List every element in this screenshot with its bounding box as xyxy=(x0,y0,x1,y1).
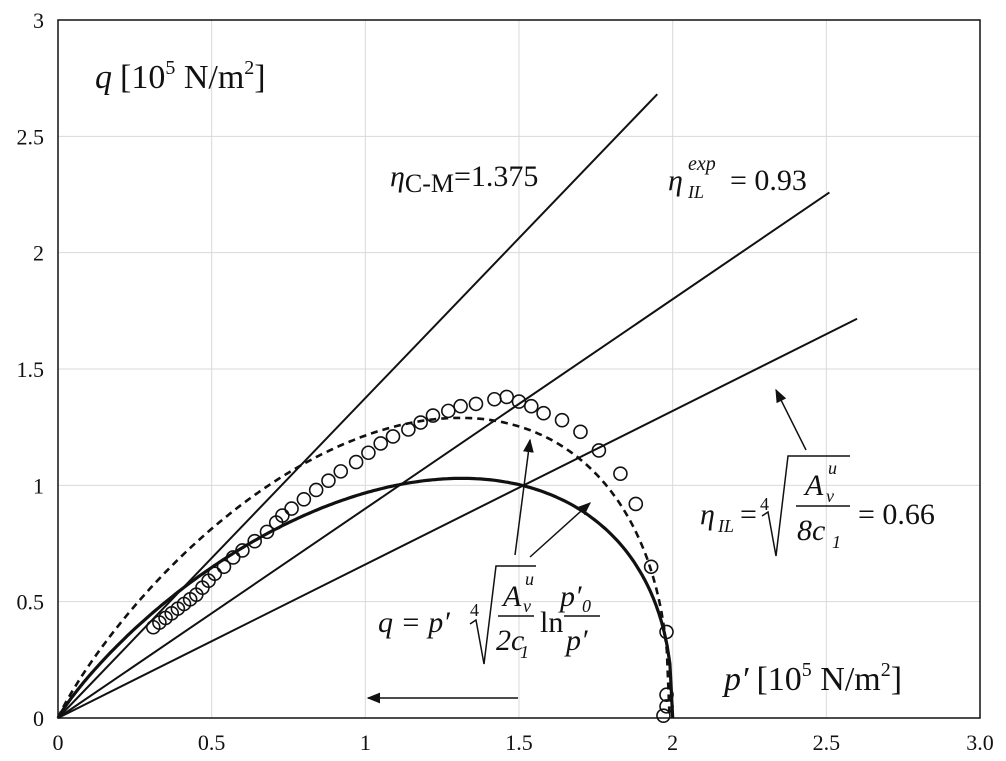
experimental-point xyxy=(659,624,674,640)
eta-il-frac-num-sup: u xyxy=(828,458,837,478)
y-tick-label: 0 xyxy=(33,706,44,731)
eta-il-frac-den-sub: 1 xyxy=(832,532,841,552)
formula-root-index: 4 xyxy=(470,600,479,620)
experimental-point xyxy=(225,550,241,565)
eta-il-exp-value: = 0.93 xyxy=(730,164,807,197)
experimental-point xyxy=(441,403,456,419)
tick-labels: 0 0.5 1 1.5 2 2.5 3.0 0 0.5 1 1.5 2 2.5 3 xyxy=(17,8,994,755)
experimental-point xyxy=(385,429,401,444)
experimental-point xyxy=(499,389,515,405)
x-tick-label: 1 xyxy=(360,730,371,755)
experimental-point xyxy=(296,491,312,507)
eta-il-symbol: η xyxy=(700,498,715,531)
eta-il-exp-label: η exp IL = 0.93 xyxy=(668,153,807,202)
eta-il-exp-sub: IL xyxy=(687,182,704,202)
eta-il-exp-symbol: η xyxy=(668,164,683,197)
experimental-point xyxy=(308,482,324,498)
experimental-point xyxy=(401,422,416,437)
experimental-point xyxy=(284,501,299,516)
x-tick-label: 0 xyxy=(53,730,64,755)
x-axis-label: p′ [105 N/m2] xyxy=(722,659,902,698)
formula-num-sup: u xyxy=(525,569,534,589)
experimental-point xyxy=(536,405,551,421)
y-tick-label: 2 xyxy=(33,241,44,266)
formula-frac-num-sub: 0 xyxy=(582,596,591,616)
y-tick-label: 0.5 xyxy=(17,590,45,615)
eta-il-value: = 0.66 xyxy=(858,498,935,531)
experimental-point xyxy=(333,464,349,479)
plot-frame xyxy=(57,19,981,719)
experimental-point xyxy=(453,398,468,414)
solid-model-curve xyxy=(56,476,675,719)
eta-il-equals: = xyxy=(740,498,757,531)
arrow-to-eta-il-line xyxy=(775,388,807,451)
formula-lhs: q = p′ xyxy=(378,606,450,639)
eta-cm-label: ηC-M=1.375 xyxy=(390,160,538,198)
x-tick-label: 1.5 xyxy=(505,730,533,755)
experimental-point xyxy=(613,466,628,482)
experimental-point xyxy=(361,445,376,461)
experimental-point xyxy=(659,687,674,703)
y-axis-label: q [105 N/m2] xyxy=(95,57,266,96)
formula-radical-sign xyxy=(469,565,536,665)
y-tick-label: 1.5 xyxy=(17,357,45,382)
formula-frac-num: p′ xyxy=(558,580,582,613)
x-tick-label: 0.5 xyxy=(198,730,226,755)
formula-den: 2c xyxy=(496,624,524,657)
experimental-point xyxy=(259,524,275,540)
experimental-point xyxy=(235,543,250,558)
eta-cm-line xyxy=(57,93,659,719)
dashed-model-curve xyxy=(56,416,671,719)
experimental-point xyxy=(425,408,441,423)
eta-il-exp-line xyxy=(57,191,830,719)
experimental-point xyxy=(207,566,223,582)
y-tick-label: 1 xyxy=(33,473,44,498)
experimental-point xyxy=(348,454,364,470)
experimental-point xyxy=(643,559,659,575)
plot-lines xyxy=(56,93,858,719)
eta-il-radical-sign xyxy=(761,455,850,557)
experimental-point xyxy=(573,424,588,440)
experimental-point xyxy=(321,473,336,488)
formula-num-sub: v xyxy=(523,596,531,616)
formula-den-sub: 1 xyxy=(520,642,529,662)
experimental-point xyxy=(487,391,502,407)
y-tick-label: 2.5 xyxy=(17,124,45,149)
experimental-points xyxy=(145,389,674,723)
eta-il-exp-sup: exp xyxy=(688,153,716,175)
q-formula: q = p′ 4 A u v 2c 1 ln p′ 0 p′ xyxy=(378,565,600,665)
experimental-point xyxy=(275,508,290,523)
formula-num: A xyxy=(501,580,522,613)
experimental-point xyxy=(413,415,428,430)
experimental-point xyxy=(523,398,539,414)
eta-il-root-index: 4 xyxy=(760,494,769,514)
arrow-to-solid-curve xyxy=(529,502,592,558)
arrow-to-dashed-curve xyxy=(514,438,534,556)
eta-il-frac-num: A xyxy=(803,469,824,502)
experimental-point xyxy=(468,396,484,412)
experimental-point xyxy=(554,412,570,428)
eta-il-line xyxy=(57,317,858,719)
formula-frac-den: p′ xyxy=(564,624,588,657)
experimental-point xyxy=(591,443,607,458)
experimental-point xyxy=(511,394,527,409)
grid xyxy=(58,20,980,718)
experimental-point xyxy=(628,496,644,512)
eta-il-frac-num-sub: v xyxy=(826,486,834,506)
x-tick-label: 3.0 xyxy=(966,730,994,755)
x-tick-label: 2 xyxy=(667,730,678,755)
experimental-point xyxy=(247,533,262,549)
experimental-point xyxy=(373,436,389,451)
eta-il-label: η IL = 4 A u v 8c 1 = 0.66 xyxy=(700,455,935,557)
eta-il-frac-den: 8c xyxy=(797,514,825,547)
eta-il-sub: IL xyxy=(717,516,734,536)
x-tick-label: 2.5 xyxy=(813,730,841,755)
experimental-point xyxy=(659,699,674,714)
experimental-point xyxy=(656,708,671,723)
experimental-point xyxy=(216,559,232,575)
formula-ln: ln xyxy=(540,606,563,639)
y-tick-label: 3 xyxy=(33,8,44,33)
